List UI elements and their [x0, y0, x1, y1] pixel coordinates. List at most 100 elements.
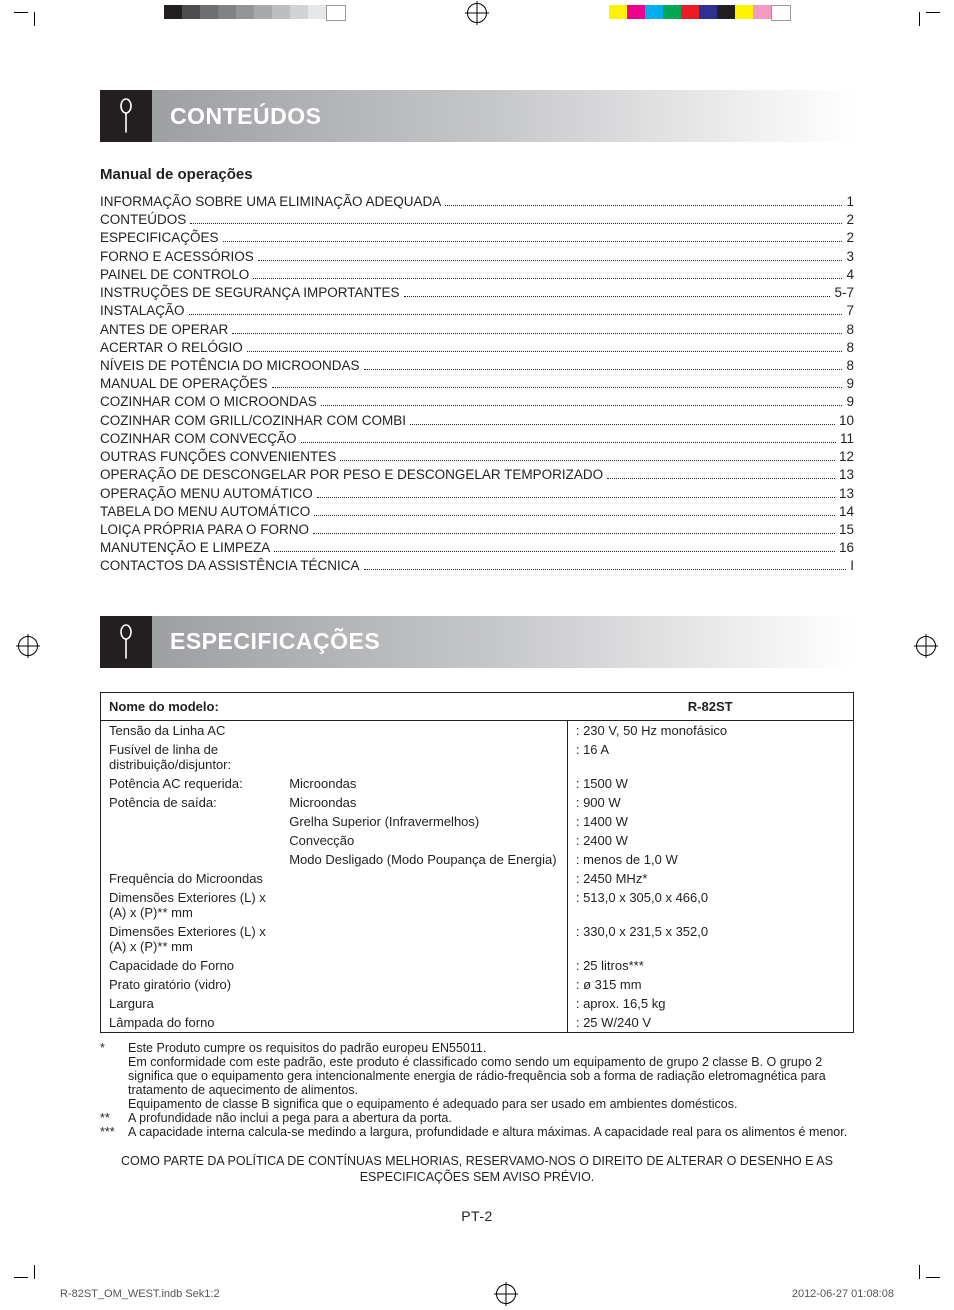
spec-value: : 513,0 x 305,0 x 466,0	[567, 888, 853, 922]
toc-leader	[404, 296, 831, 297]
toc-label: OPERAÇÃO DE DESCONGELAR POR PESO E DESCO…	[100, 466, 603, 484]
toc-page: 11	[840, 430, 854, 448]
toc-page: I	[850, 557, 854, 575]
toc-label: ESPECIFICAÇÕES	[100, 229, 219, 247]
spec-value: : 1500 W	[567, 774, 853, 793]
toc-row: COZINHAR COM O MICROONDAS9	[100, 393, 854, 411]
spec-label: Largura	[101, 994, 282, 1013]
spec-sublabel: Microondas	[281, 793, 567, 812]
toc-leader	[340, 460, 835, 461]
toc-page: 2	[846, 211, 854, 229]
spec-value: : 2400 W	[567, 831, 853, 850]
spec-sublabel: Convecção	[281, 831, 567, 850]
toc-leader	[364, 369, 843, 370]
spec-label: Fusível de linha de distribuição/disjunt…	[101, 740, 282, 774]
table-row: Grelha Superior (Infravermelhos): 1400 W	[101, 812, 854, 831]
toc-page: 10	[839, 412, 854, 430]
toc-leader	[274, 551, 835, 552]
spec-sublabel: Modo Desligado (Modo Poupança de Energia…	[281, 850, 567, 869]
toc-page: 7	[846, 302, 854, 320]
table-row: Convecção: 2400 W	[101, 831, 854, 850]
toc-row: MANUTENÇÃO E LIMPEZA16	[100, 539, 854, 557]
spec-label: Dimensões Exteriores (L) x (A) x (P)** m…	[101, 888, 282, 922]
table-of-contents: INFORMAÇÃO SOBRE UMA ELIMINAÇÃO ADEQUADA…	[100, 193, 854, 576]
spec-sublabel	[281, 994, 567, 1013]
footnote: **A profundidade não inclui a pega para …	[100, 1111, 854, 1125]
subheading: Manual de operações	[100, 166, 854, 183]
toc-page: 14	[839, 503, 854, 521]
spec-label: Potência de saída:	[101, 793, 282, 812]
spec-value: : 16 A	[567, 740, 853, 774]
spec-value: : ø 315 mm	[567, 975, 853, 994]
toc-label: MANUAL DE OPERAÇÕES	[100, 375, 268, 393]
toc-row: CONTACTOS DA ASSISTÊNCIA TÉCNICA I	[100, 557, 854, 575]
spec-sublabel: Microondas	[281, 774, 567, 793]
toc-leader	[313, 533, 835, 534]
toc-leader	[317, 497, 835, 498]
toc-label: OPERAÇÃO MENU AUTOMÁTICO	[100, 485, 313, 503]
footnote-text: A profundidade não inclui a pega para a …	[128, 1111, 854, 1125]
section-title: ESPECIFICAÇÕES	[152, 616, 854, 668]
toc-label: CONTACTOS DA ASSISTÊNCIA TÉCNICA	[100, 557, 360, 575]
spec-sublabel	[281, 869, 567, 888]
toc-page: 8	[846, 357, 854, 375]
spec-label	[101, 831, 282, 850]
toc-row: PAINEL DE CONTROLO4	[100, 266, 854, 284]
toc-page: 12	[839, 448, 854, 466]
table-row: Largura: aprox. 16,5 kg	[101, 994, 854, 1013]
spec-sublabel	[281, 975, 567, 994]
footnote-mark: ***	[100, 1125, 128, 1139]
toc-leader	[445, 205, 842, 206]
spec-sublabel	[281, 922, 567, 956]
toc-row: OUTRAS FUNÇÕES CONVENIENTES 12	[100, 448, 854, 466]
spec-value: : 230 V, 50 Hz monofásico	[567, 720, 853, 740]
toc-row: ESPECIFICAÇÕES2	[100, 229, 854, 247]
toc-leader	[314, 515, 835, 516]
spec-header-label: Nome do modelo:	[101, 692, 568, 720]
toc-row: CONTEÚDOS2	[100, 211, 854, 229]
section-header-specs: ESPECIFICAÇÕES	[100, 616, 854, 668]
toc-page: 8	[846, 339, 854, 357]
toc-leader	[364, 569, 847, 570]
toc-page: 8	[846, 321, 854, 339]
toc-label: INSTRUÇÕES DE SEGURANÇA IMPORTANTES	[100, 284, 400, 302]
toc-leader	[253, 278, 842, 279]
spec-label: Lâmpada do forno	[101, 1013, 282, 1033]
toc-row: NÍVEIS DE POTÊNCIA DO MICROONDAS 8	[100, 357, 854, 375]
section-title: CONTEÚDOS	[152, 90, 854, 142]
spec-sublabel	[281, 740, 567, 774]
toc-label: NÍVEIS DE POTÊNCIA DO MICROONDAS	[100, 357, 360, 375]
page-body: CONTEÚDOS Manual de operações INFORMAÇÃO…	[0, 0, 954, 1284]
spec-sublabel	[281, 1013, 567, 1033]
toc-label: TABELA DO MENU AUTOMÁTICO	[100, 503, 310, 521]
toc-label: COZINHAR COM O MICROONDAS	[100, 393, 317, 411]
toc-page: 5-7	[834, 284, 854, 302]
footnote-text: A capacidade interna calcula-se medindo …	[128, 1125, 854, 1139]
toc-page: 13	[839, 466, 854, 484]
toc-leader	[223, 241, 843, 242]
toc-label: ANTES DE OPERAR	[100, 321, 228, 339]
spec-label: Tensão da Linha AC	[101, 720, 282, 740]
toc-row: FORNO E ACESSÓRIOS3	[100, 248, 854, 266]
toc-row: LOIÇA PRÓPRIA PARA O FORNO 15	[100, 521, 854, 539]
toc-leader	[247, 351, 843, 352]
footnote-mark: **	[100, 1111, 128, 1125]
toc-leader	[232, 333, 842, 334]
spec-sublabel	[281, 720, 567, 740]
toc-label: INSTALAÇÃO	[100, 302, 185, 320]
spec-value: : 900 W	[567, 793, 853, 812]
toc-leader	[272, 387, 843, 388]
spec-label: Capacidade do Forno	[101, 956, 282, 975]
toc-label: LOIÇA PRÓPRIA PARA O FORNO	[100, 521, 309, 539]
spec-label: Dimensões Exteriores (L) x (A) x (P)** m…	[101, 922, 282, 956]
table-row: Fusível de linha de distribuição/disjunt…	[101, 740, 854, 774]
toc-label: OUTRAS FUNÇÕES CONVENIENTES	[100, 448, 336, 466]
toc-leader	[410, 424, 835, 425]
toc-label: MANUTENÇÃO E LIMPEZA	[100, 539, 270, 557]
spec-sublabel	[281, 956, 567, 975]
spec-value: : 25 W/240 V	[567, 1013, 853, 1033]
toc-row: COZINHAR COM GRILL/COZINHAR COM COMBI10	[100, 412, 854, 430]
footnotes: *Este Produto cumpre os requisitos do pa…	[100, 1041, 854, 1139]
section-header-contents: CONTEÚDOS	[100, 90, 854, 142]
toc-page: 15	[839, 521, 854, 539]
